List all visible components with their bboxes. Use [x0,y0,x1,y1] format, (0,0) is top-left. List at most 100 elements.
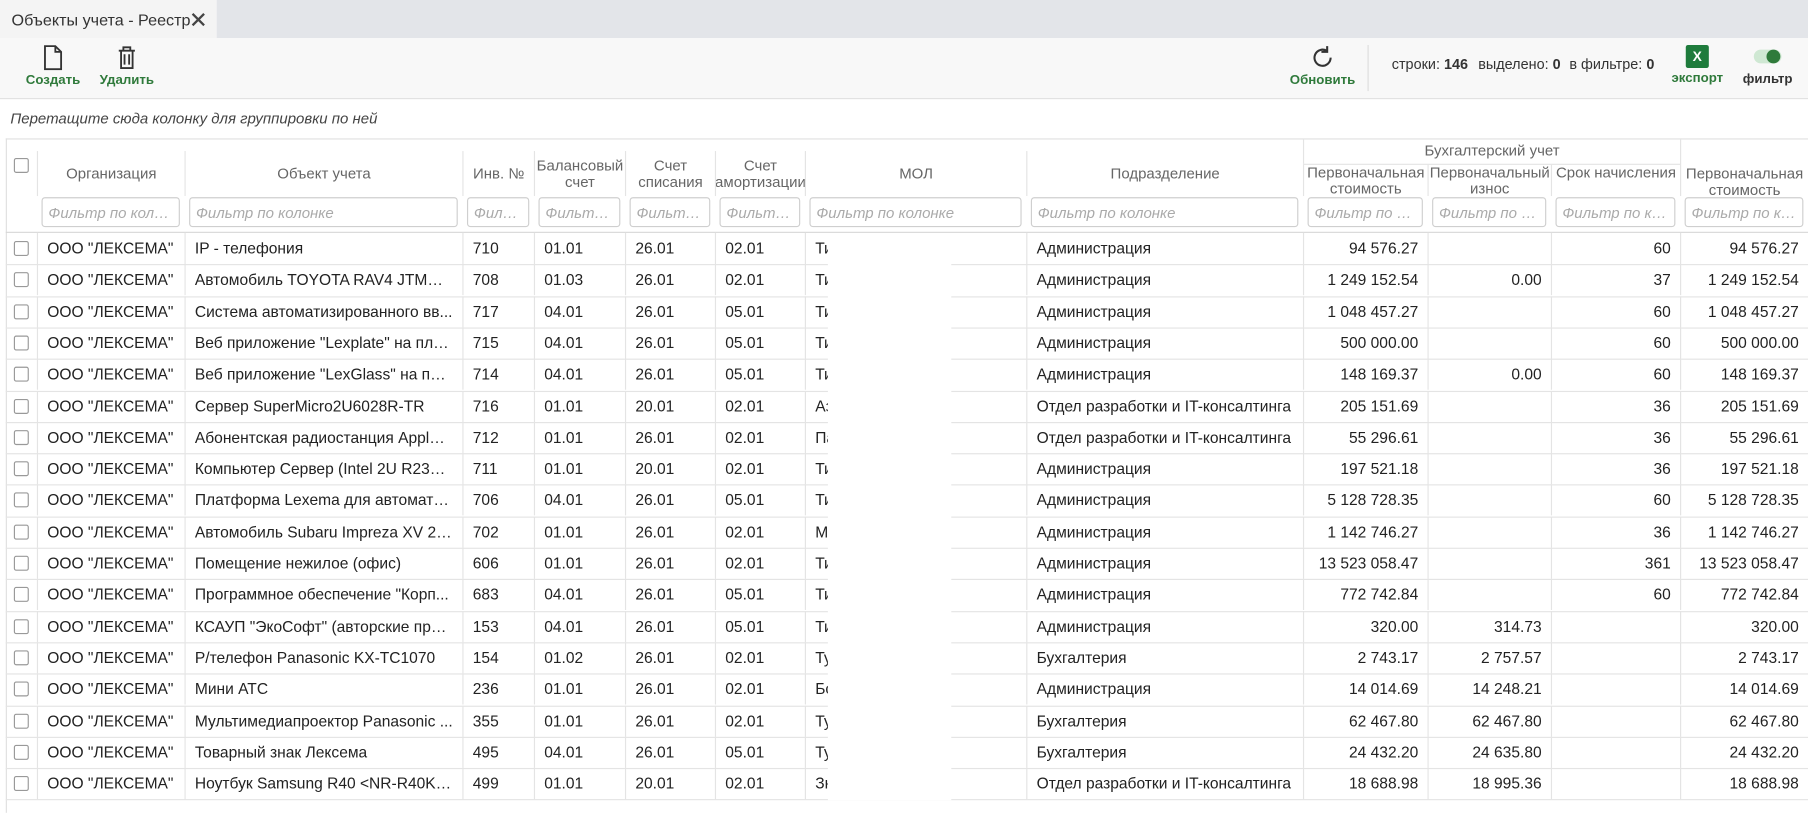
table-cell: 1 142 746.27 [1302,516,1428,548]
create-label: Создать [25,73,81,88]
table-cell: 197 521.18 [1302,453,1428,485]
column-header[interactable]: Организация [36,151,185,197]
row-checkbox[interactable] [13,335,29,351]
row-checkbox[interactable] [13,366,29,382]
export-button[interactable]: X экспорт [1670,44,1725,85]
table-cell: 26.01 [624,705,715,737]
table-cell: 26.01 [624,579,715,611]
table-cell: Сервер SuperMicro2U6028R-TR [184,390,462,422]
group-underline [1302,163,1681,165]
table-cell: 715 [462,327,533,359]
table-cell: 24 432.20 [1302,736,1428,768]
row-checkbox[interactable] [13,744,29,760]
column-header[interactable]: Балансовый счет [533,151,625,197]
stat-label: выделено: [1478,56,1549,73]
column-filter[interactable]: Фильтр по колонке [629,197,711,228]
row-checkbox[interactable] [13,429,29,445]
row-checkbox[interactable] [13,618,29,634]
table-cell: ООО "ЛЕКСЕМА" [36,579,185,611]
table-cell: 02.01 [714,642,805,674]
column-filter[interactable]: Фильтр по колонке [1684,197,1804,228]
table-cell: 02.01 [714,232,805,265]
table-cell: 01.01 [533,547,625,579]
column-filter[interactable]: Фильтр по колонке [538,197,621,228]
row-checkbox[interactable] [13,272,29,288]
delete-button[interactable]: Удалить [97,45,157,88]
column-header[interactable]: Подразделение [1026,151,1303,197]
table-cell: 716 [462,390,533,422]
table-cell: Помещение нежилое (офис) [184,547,462,579]
row-checkbox[interactable] [13,587,29,603]
row-checkbox[interactable] [13,776,29,792]
column-header[interactable]: Счет списания [624,151,715,197]
table-cell [1427,516,1550,548]
refresh-button[interactable]: Обновить [1287,45,1358,88]
column-filter[interactable]: Фильтр по колонке [1432,197,1547,228]
table-cell: 02.01 [714,421,805,453]
row-checkbox[interactable] [13,398,29,414]
table-cell: 320.00 [1302,610,1428,642]
row-checkbox[interactable] [13,461,29,477]
table-cell: Аз [804,390,1026,422]
stat: в фильтре: 0 [1569,56,1654,72]
column-filter[interactable]: Фильтр по колонке [41,197,180,228]
table-cell: 01.01 [533,232,625,265]
table-cell: ООО "ЛЕКСЕМА" [36,295,185,328]
column-header[interactable]: Первоначальная стоимость [1302,164,1428,197]
table-cell: 361 [1550,547,1680,579]
row-checkbox[interactable] [13,240,29,256]
column-header[interactable]: Инв. № [462,151,533,197]
table-cell: Ти [804,547,1026,579]
column-filter[interactable]: Фильтр по колонке [1030,197,1299,228]
column-filter[interactable]: Фильтр по колонке [1307,197,1423,228]
table-cell: Па [804,421,1026,453]
row-checkbox[interactable] [13,555,29,571]
table-cell: 26.01 [624,642,715,674]
table-cell [1427,232,1550,265]
tab-title: Объекты учета - Реестр [11,10,191,29]
column-filter[interactable]: Фильтр по колонке [809,197,1022,228]
table-cell: 02.01 [714,547,805,579]
table-cell: 04.01 [533,736,625,768]
select-all[interactable] [13,157,29,173]
table-cell: ООО "ЛЕКСЕМА" [36,768,185,800]
table-cell: 26.01 [624,484,715,516]
row-checkbox[interactable] [13,492,29,508]
table-cell [1550,768,1680,800]
column-header[interactable]: Срок начисления [1550,164,1680,197]
row-checkbox[interactable] [13,713,29,729]
table-cell [1427,453,1550,485]
table-cell: Администрация [1026,327,1303,359]
column-header[interactable]: Объект учета [184,151,462,197]
table-cell: 499 [462,768,533,800]
row-checkbox[interactable] [13,681,29,697]
tab[interactable]: Объекты учета - Реестр [0,0,217,39]
table-cell: 205 151.69 [1680,390,1808,422]
table-cell: 60 [1550,579,1680,611]
filter-toggle[interactable]: фильтр [1739,45,1797,86]
tab-close[interactable] [191,13,205,27]
column-header[interactable]: МОЛ [804,151,1026,197]
column-header[interactable]: Счет амортизации [714,151,805,197]
column-filter[interactable]: Фильтр по колонке [719,197,801,228]
table-cell: 02.01 [714,264,805,296]
column-header[interactable]: Первоначальный износ [1427,164,1550,197]
table-cell: Отдел разработки и IT-консалтинга [1026,390,1303,422]
table-cell: 04.01 [533,579,625,611]
column-filter[interactable]: Фильтр по колонке [1555,197,1676,228]
row-checkbox[interactable] [13,303,29,319]
table-cell: 02.01 [714,453,805,485]
table-cell: Администрация [1026,232,1303,265]
column-filter[interactable]: Фильтр по колонке [466,197,530,228]
table-cell: Товарный знак Лексема [184,736,462,768]
table-cell: 55 296.61 [1302,421,1428,453]
table-cell: Администрация [1026,453,1303,485]
column-filter[interactable]: Фильтр по колонке [189,197,458,228]
row-checkbox[interactable] [13,524,29,540]
row-checkbox[interactable] [13,650,29,666]
table-cell: 05.01 [714,579,805,611]
create-button[interactable]: Создать [23,45,83,88]
table-cell: 01.02 [533,642,625,674]
refresh-icon [1313,46,1332,67]
column-header[interactable]: Первоначальная стоимость [1680,138,1808,197]
